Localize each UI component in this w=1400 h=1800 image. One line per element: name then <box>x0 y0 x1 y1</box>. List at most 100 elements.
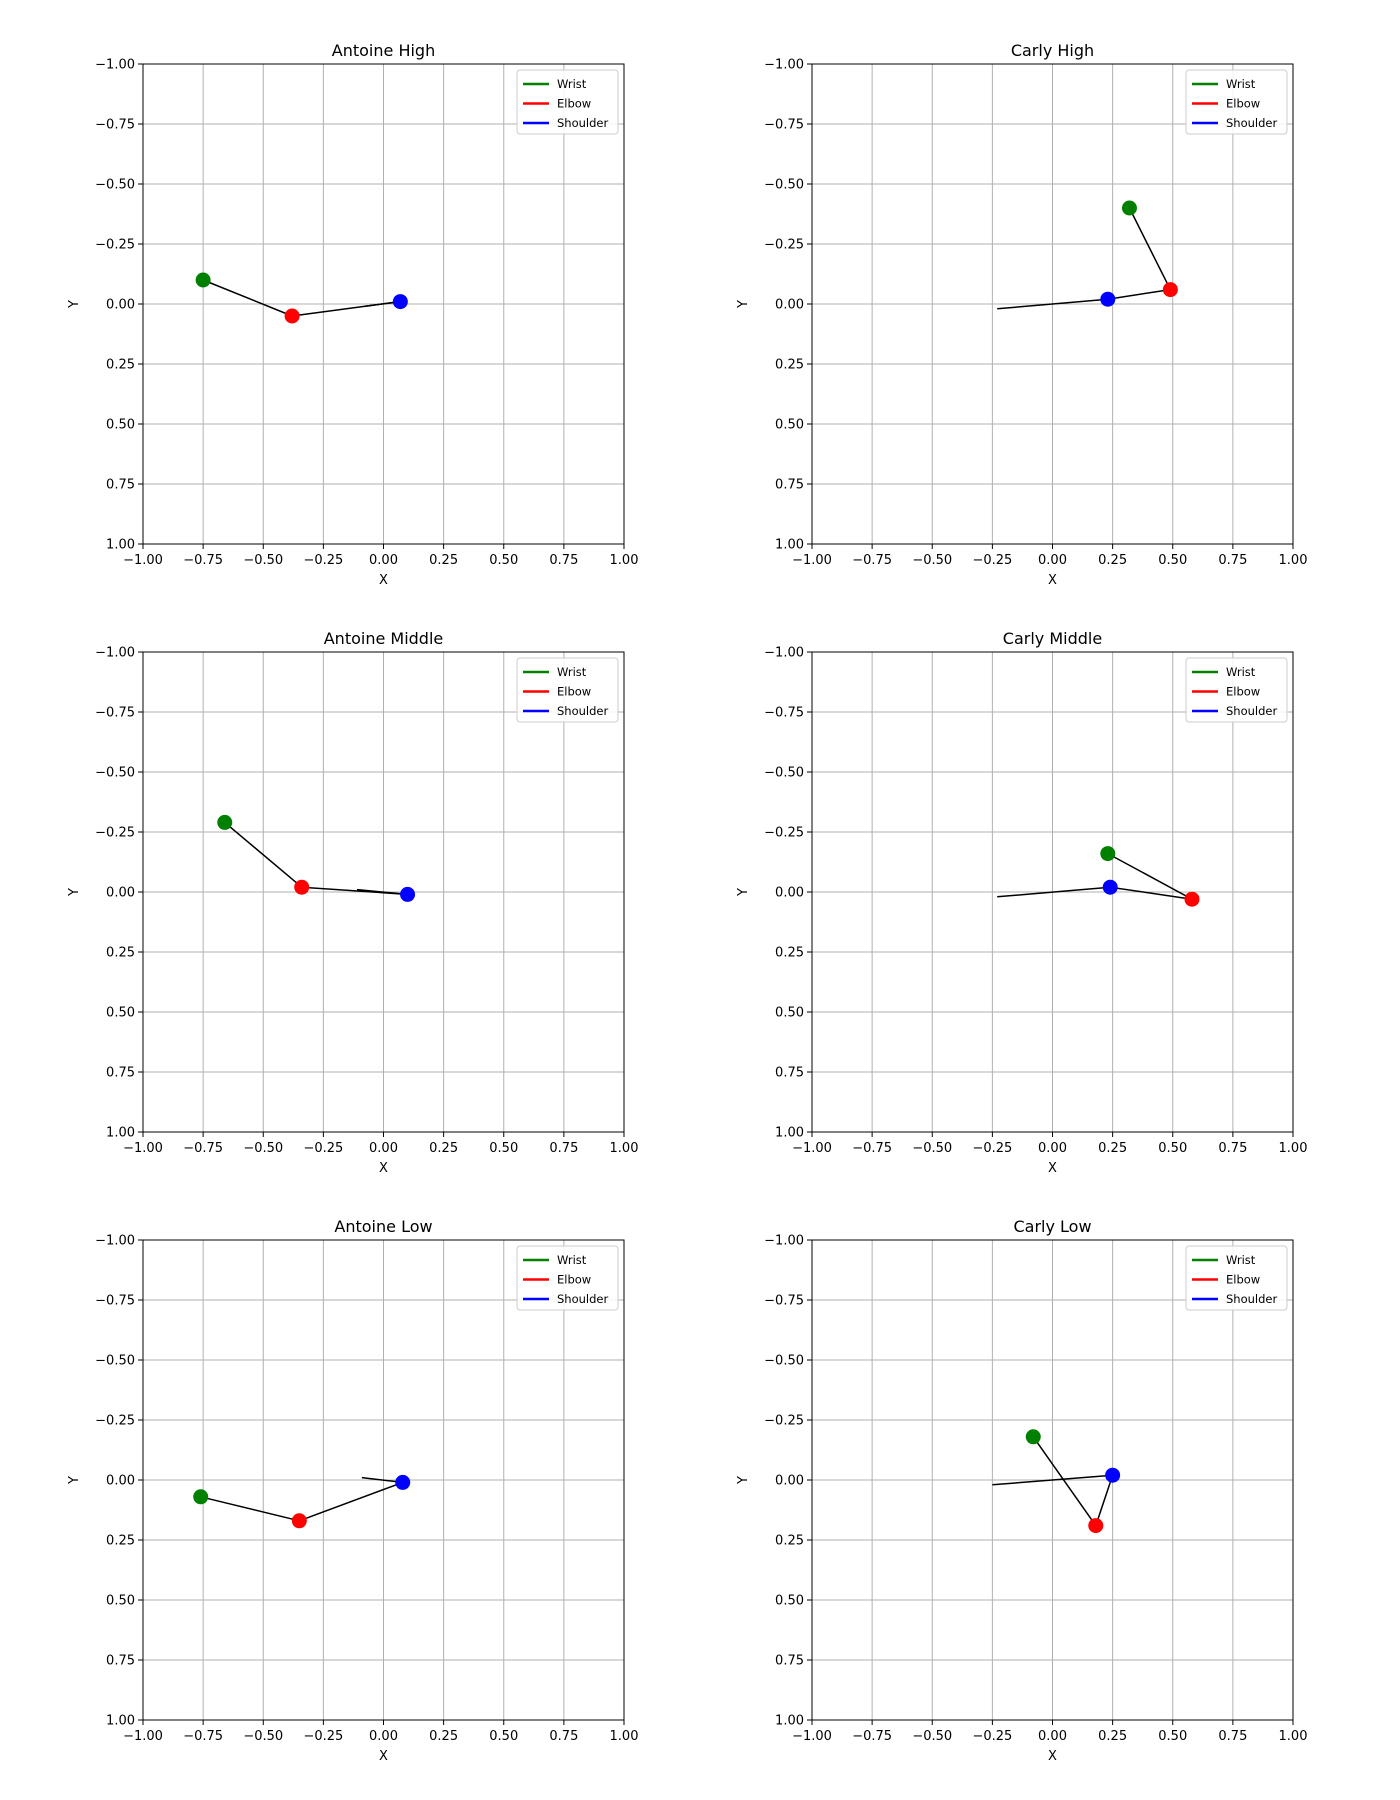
legend-label: Wrist <box>1226 1253 1256 1267</box>
y-axis-label: Y <box>736 1476 751 1485</box>
y-tick-label: 0.25 <box>775 358 804 373</box>
x-tick-label: −0.75 <box>183 1141 223 1156</box>
wrist-elbow-segment <box>1032 1436 1097 1527</box>
legend: Wrist Elbow Shoulder <box>516 1245 619 1311</box>
x-tick-label: 0.50 <box>1158 553 1187 568</box>
chart-title: Antoine High <box>332 41 435 60</box>
y-tick-label: 1.00 <box>775 1714 804 1729</box>
y-tick-label: −0.50 <box>764 178 804 193</box>
legend-label: Shoulder <box>557 116 608 130</box>
legend-box <box>1185 1245 1288 1311</box>
legend: Wrist Elbow Shoulder <box>1185 1245 1288 1311</box>
y-tick-label: −0.25 <box>95 826 135 841</box>
x-axis-label: X <box>1048 1749 1057 1764</box>
x-tick-label: 0.75 <box>1218 553 1247 568</box>
x-axis-label: X <box>379 1161 388 1176</box>
legend-label: Elbow <box>557 1273 591 1287</box>
y-tick-label: −0.75 <box>95 1294 135 1309</box>
x-tick-label: 0.25 <box>1098 1141 1127 1156</box>
wrist-point <box>1025 1429 1041 1445</box>
y-tick-label: −0.50 <box>95 1354 135 1369</box>
x-tick-label: −0.50 <box>912 553 952 568</box>
x-tick-label: 0.00 <box>369 1729 398 1744</box>
x-tick-label: −0.75 <box>852 1729 892 1744</box>
wrist-elbow-segment <box>200 1496 300 1522</box>
y-tick-label: −0.75 <box>764 118 804 133</box>
x-tick-label: −0.50 <box>243 553 283 568</box>
legend-label: Elbow <box>1226 97 1260 111</box>
y-tick-label: −0.75 <box>95 118 135 133</box>
y-tick-label: 1.00 <box>106 538 135 553</box>
legend-label: Wrist <box>557 1253 587 1267</box>
legend-label: Wrist <box>1226 665 1256 679</box>
legend: Wrist Elbow Shoulder <box>1185 657 1288 723</box>
shoulder-torso-segment <box>997 886 1111 898</box>
shoulder-torso-segment <box>992 1474 1113 1486</box>
x-tick-label: −0.25 <box>303 1141 343 1156</box>
x-tick-label: −1.00 <box>792 1729 832 1744</box>
chart-title: Antoine Low <box>334 1217 432 1236</box>
x-tick-label: −0.75 <box>852 553 892 568</box>
y-tick-label: 1.00 <box>775 1126 804 1141</box>
wrist-elbow-segment <box>1128 207 1172 290</box>
y-tick-label: −1.00 <box>95 646 135 661</box>
x-tick-label: 0.25 <box>1098 1729 1127 1744</box>
y-tick-label: −0.50 <box>95 178 135 193</box>
y-tick-label: 0.00 <box>775 1474 804 1489</box>
chart-title: Antoine Middle <box>324 629 444 648</box>
shoulder-torso-segment <box>356 888 408 896</box>
y-tick-label: −0.75 <box>764 706 804 721</box>
legend-box <box>1185 69 1288 135</box>
x-axis-label: X <box>379 573 388 588</box>
x-tick-label: 0.50 <box>489 1141 518 1156</box>
legend-label: Shoulder <box>1226 1292 1277 1306</box>
y-tick-label: 0.50 <box>106 1594 135 1609</box>
x-tick-label: 0.50 <box>489 553 518 568</box>
y-tick-label: −1.00 <box>95 58 135 73</box>
y-tick-label: −0.75 <box>95 706 135 721</box>
x-tick-label: −0.25 <box>972 1729 1012 1744</box>
x-tick-label: 0.50 <box>1158 1141 1187 1156</box>
x-tick-label: −0.50 <box>912 1729 952 1744</box>
legend-label: Wrist <box>1226 77 1256 91</box>
y-tick-label: 0.00 <box>106 298 135 313</box>
chart-panel: −1.00 −0.75 −0.50 −0.25 0.00 0.25 0.50 0.75 1.00… <box>736 629 1307 1176</box>
y-tick-label: −1.00 <box>764 1234 804 1249</box>
x-tick-label: 0.25 <box>429 1141 458 1156</box>
chart-panel: −1.00 −0.75 −0.50 −0.25 0.00 0.25 0.50 0.75 1.00… <box>736 41 1307 588</box>
y-tick-label: 0.75 <box>106 1654 135 1669</box>
x-tick-label: 0.00 <box>369 553 398 568</box>
axes-frame <box>142 651 625 1133</box>
x-tick-label: 0.00 <box>1038 1141 1067 1156</box>
y-tick-label: 0.00 <box>775 886 804 901</box>
legend: Wrist Elbow Shoulder <box>1185 69 1288 135</box>
x-tick-label: 0.75 <box>549 1141 578 1156</box>
x-tick-label: −0.50 <box>243 1141 283 1156</box>
x-tick-label: 1.00 <box>1279 1729 1308 1744</box>
wrist-elbow-segment <box>1107 852 1193 900</box>
y-tick-label: 0.25 <box>106 358 135 373</box>
elbow-point <box>294 879 310 895</box>
y-tick-label: 0.00 <box>106 886 135 901</box>
y-tick-label: 0.75 <box>106 1066 135 1081</box>
y-tick-label: −0.25 <box>95 1414 135 1429</box>
y-tick-label: 0.25 <box>106 946 135 961</box>
x-tick-label: 0.50 <box>1158 1729 1187 1744</box>
x-tick-label: −0.75 <box>852 1141 892 1156</box>
y-tick-label: −1.00 <box>764 58 804 73</box>
x-tick-label: 1.00 <box>610 553 639 568</box>
x-tick-label: 0.75 <box>549 1729 578 1744</box>
x-tick-label: −0.25 <box>972 1141 1012 1156</box>
y-tick-label: −1.00 <box>764 646 804 661</box>
y-tick-label: −0.50 <box>764 766 804 781</box>
chart-title: Carly High <box>1011 41 1094 60</box>
legend-label: Elbow <box>557 97 591 111</box>
x-tick-label: −0.25 <box>303 1729 343 1744</box>
x-tick-label: 1.00 <box>1279 1141 1308 1156</box>
wrist-point <box>193 1489 209 1505</box>
y-tick-label: 0.75 <box>775 1066 804 1081</box>
y-tick-label: −0.25 <box>764 826 804 841</box>
wrist-point <box>1121 200 1137 216</box>
elbow-shoulder-segment <box>1095 1474 1114 1526</box>
